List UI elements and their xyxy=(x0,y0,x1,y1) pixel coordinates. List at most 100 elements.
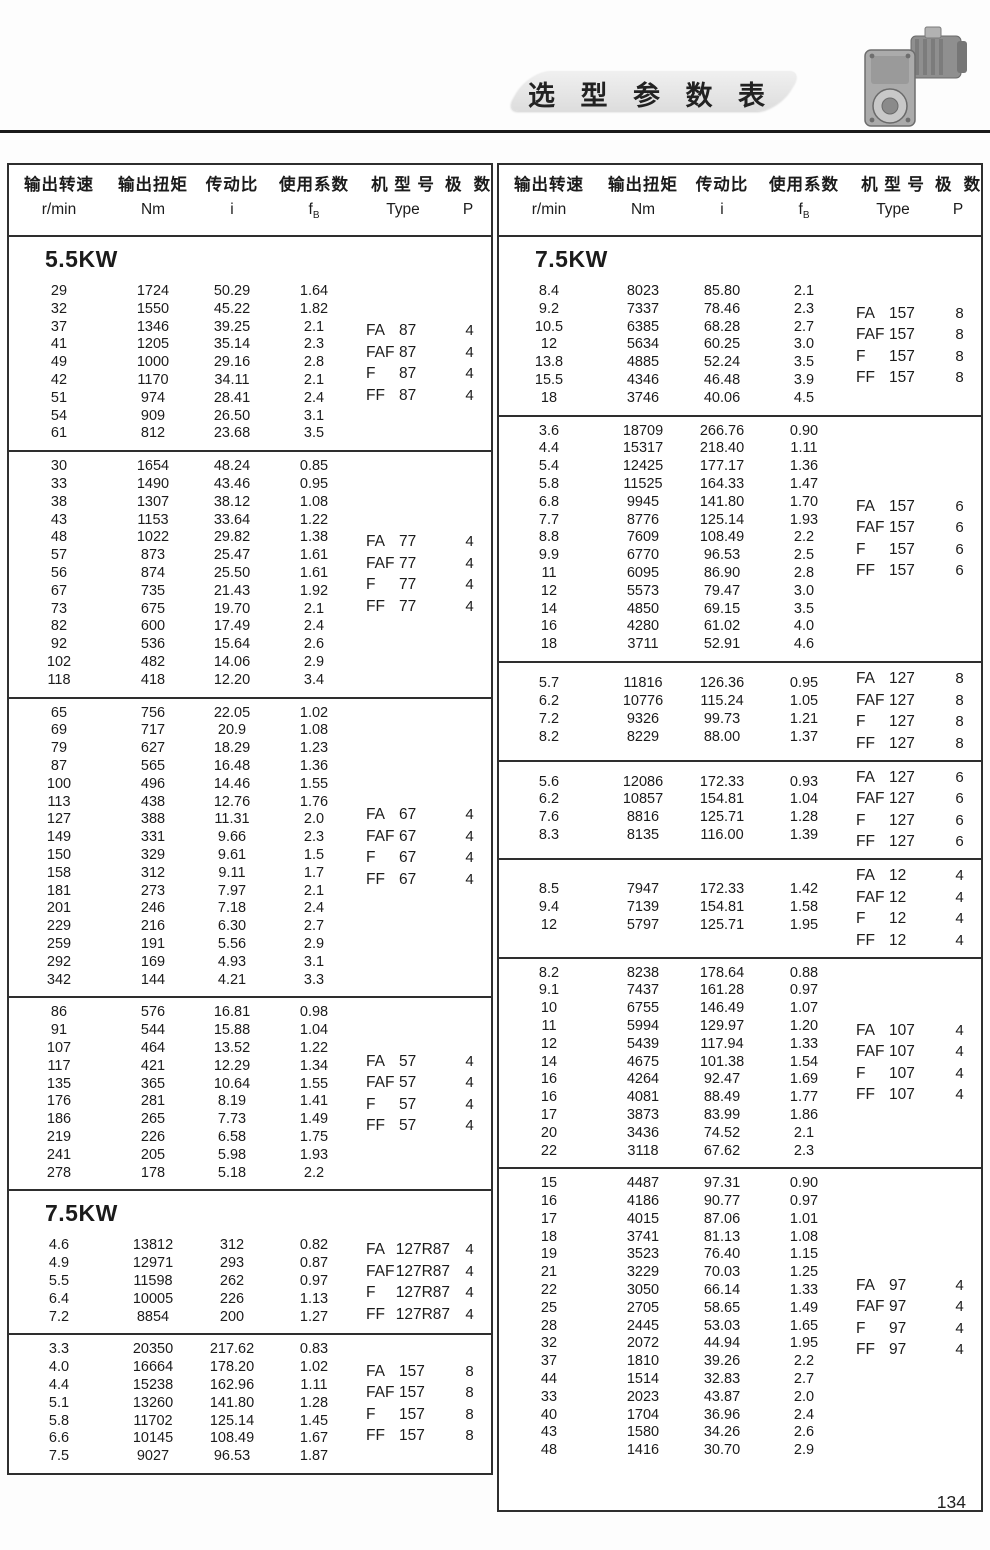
type-prefix: FAF xyxy=(366,1384,395,1402)
pole-count: 8 xyxy=(955,304,964,322)
type-row: FAF 77 4 xyxy=(361,554,489,573)
cell-factor: 0.87 xyxy=(299,1255,329,1272)
type-row: FAF 12 4 xyxy=(851,888,979,907)
cell-speed: 13.8 xyxy=(534,354,564,371)
cell-torque: 8776 xyxy=(626,511,660,528)
cell-ratio: 74.52 xyxy=(703,1124,741,1141)
unit-subscript: B xyxy=(802,210,810,222)
type-list: FA 157 6 FAF 157 6 F 157 6 FF 157 6 xyxy=(851,497,979,581)
cell-torque: 2445 xyxy=(626,1317,660,1334)
pole-count: 8 xyxy=(465,1384,474,1402)
type-row: F 127 6 xyxy=(851,811,979,830)
cell-ratio: 8.19 xyxy=(217,1093,247,1110)
cell-speed: 219 xyxy=(46,1128,72,1145)
cell-factor: 3.5 xyxy=(793,354,815,371)
cell-ratio: 7.97 xyxy=(217,882,247,899)
type-prefix: FAF xyxy=(856,888,885,906)
type-prefix: FAF xyxy=(366,1262,395,1280)
type-size: 77 xyxy=(399,597,417,615)
type-name: FF 97 xyxy=(851,1340,940,1359)
cell-ratio: 16.81 xyxy=(213,1004,251,1021)
cell-factor: 2.9 xyxy=(303,935,325,952)
cell-ratio: 96.53 xyxy=(703,547,741,564)
type-size: 157 xyxy=(889,369,915,387)
pole-count: 4 xyxy=(955,1298,964,1316)
cell-torque: 9326 xyxy=(626,710,660,727)
cell-torque: 496 xyxy=(140,775,166,792)
cell-factor: 1.49 xyxy=(789,1299,819,1316)
pole-count: 8 xyxy=(955,369,964,387)
type-prefix: F xyxy=(366,365,376,383)
cell-factor: 1.93 xyxy=(299,1146,329,1163)
cell-speed: 12 xyxy=(540,336,558,353)
col-unit-4: fB xyxy=(308,201,320,222)
type-name: F 12 xyxy=(851,909,940,928)
type-row: FA 97 4 xyxy=(851,1276,979,1295)
cell-torque: 4186 xyxy=(626,1193,660,1210)
cell-factor: 2.2 xyxy=(303,1164,325,1181)
col-header-6: 极 数 xyxy=(445,176,492,194)
col-header-6: 极 数 xyxy=(935,176,982,194)
cell-torque: 1704 xyxy=(626,1406,660,1423)
type-prefix: FF xyxy=(366,386,385,404)
cell-factor: 1.11 xyxy=(300,1376,328,1393)
cell-speed: 16 xyxy=(540,1071,558,1088)
type-name: FF 67 xyxy=(361,870,450,889)
cell-torque: 273 xyxy=(140,882,166,899)
cell-speed: 9.9 xyxy=(538,547,560,564)
cell-ratio: 200 xyxy=(219,1308,245,1325)
type-row: FAF 127 6 xyxy=(851,789,979,808)
cell-speed: 158 xyxy=(46,864,72,881)
data-rows: 4.6 13812 312 0.82 4.9 12971 293 0.87 5.5 11598 26… xyxy=(9,1237,361,1326)
cell-speed: 113 xyxy=(47,793,71,810)
cell-factor: 3.1 xyxy=(303,407,325,424)
cell-ratio: 69.15 xyxy=(703,600,741,617)
cell-speed: 107 xyxy=(46,1039,72,1056)
type-prefix: FF xyxy=(856,562,875,580)
type-prefix: FA xyxy=(856,497,875,515)
cell-torque: 388 xyxy=(140,811,166,828)
type-name: F 127R87 xyxy=(361,1283,450,1302)
type-size: 127R87 xyxy=(395,1305,450,1323)
col-header-4: 使用系数 xyxy=(279,176,349,194)
cell-speed: 19 xyxy=(540,1246,558,1263)
header-row-units: r/min Nm i fB Type P xyxy=(499,198,981,228)
type-row: FF 87 4 xyxy=(361,386,489,405)
cell-torque: 1580 xyxy=(626,1424,660,1441)
cell-speed: 37 xyxy=(540,1353,558,1370)
type-name: FA 77 xyxy=(361,532,450,551)
cell-torque: 1000 xyxy=(136,354,170,371)
data-rows: 65 756 22.05 1.02 69 717 20.9 1.08 79 627 18.29 1.2… xyxy=(9,705,361,990)
cell-ratio: 43.87 xyxy=(703,1388,741,1405)
type-prefix: FA xyxy=(856,1021,875,1039)
cell-speed: 25 xyxy=(540,1299,558,1316)
cell-factor: 1.28 xyxy=(299,1394,329,1411)
cell-ratio: 34.11 xyxy=(214,372,250,389)
cell-factor: 1.38 xyxy=(299,529,329,546)
cell-speed: 8.4 xyxy=(538,283,560,300)
type-size: 77 xyxy=(399,533,417,551)
pole-count: 4 xyxy=(955,1021,964,1039)
type-name: FA 97 xyxy=(851,1276,940,1295)
type-name: F 107 xyxy=(851,1064,940,1083)
pole-count: 4 xyxy=(465,343,474,361)
cell-speed: 5.1 xyxy=(48,1394,70,1411)
cell-factor: 1.67 xyxy=(299,1430,329,1447)
cell-speed: 67 xyxy=(50,582,68,599)
cell-speed: 32 xyxy=(50,300,68,317)
cell-speed: 102 xyxy=(46,654,72,671)
cell-factor: 3.0 xyxy=(793,582,815,599)
cell-factor: 2.1 xyxy=(793,1124,815,1141)
pole-count: 4 xyxy=(955,888,964,906)
type-row: FAF 87 4 xyxy=(361,343,489,362)
cell-torque: 13260 xyxy=(132,1394,174,1411)
pole-count: 8 xyxy=(955,713,964,731)
cell-factor: 2.1 xyxy=(303,372,325,389)
cell-torque: 281 xyxy=(140,1093,166,1110)
cell-torque: 6770 xyxy=(626,547,660,564)
cell-ratio: 99.73 xyxy=(703,710,741,727)
type-name: FF 157 xyxy=(851,561,940,580)
cell-speed: 8.2 xyxy=(538,964,560,981)
type-prefix: FA xyxy=(366,806,385,824)
cell-factor: 2.7 xyxy=(303,918,325,935)
